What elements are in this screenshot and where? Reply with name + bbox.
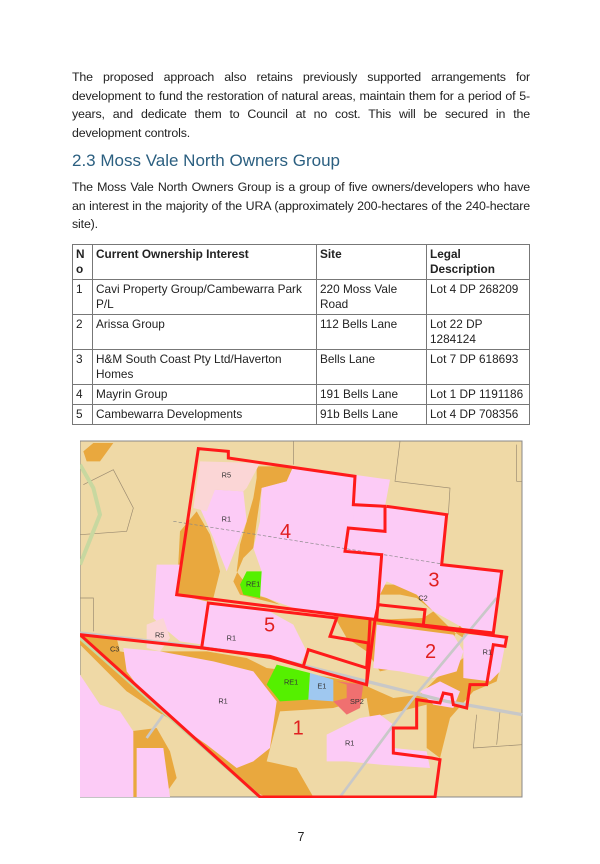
site-label-5: 5: [264, 614, 275, 636]
cell-legal: Lot 7 DP 618693: [426, 348, 530, 385]
zone-label-r1-west: R1: [222, 514, 231, 523]
table-row: 1 Cavi Property Group/Cambewarra Park P/L…: [72, 278, 530, 315]
section-heading: 2.3 Moss Vale North Owners Group: [72, 151, 341, 170]
cell-site: 220 Moss Vale Road: [316, 278, 427, 315]
site-label-4: 4: [280, 521, 291, 543]
cell-ownership: Cambewarra Developments: [92, 403, 317, 425]
zone-label-r5-north: R5: [222, 470, 231, 479]
zone-label-r5-south: R5: [155, 630, 164, 639]
cell-ownership: Cavi Property Group/Cambewarra Park P/L: [92, 278, 317, 315]
recreation-zone-north: [240, 570, 262, 598]
site-3-boundary: [373, 504, 504, 635]
cell-legal: Lot 22 DP 1284124: [426, 313, 530, 350]
zone-label-re1-south: RE1: [284, 677, 298, 686]
cell-no: 4: [72, 383, 93, 405]
zone-label-re1-north: RE1: [246, 579, 260, 588]
table-header-row: No Current Ownership Interest Site Legal…: [72, 243, 530, 280]
cell-site: 91b Bells Lane: [316, 403, 427, 425]
zone-label-c2: C2: [418, 593, 427, 602]
cell-legal: Lot 4 DP 268209: [426, 278, 530, 315]
zone-label-sp2: SP2: [350, 697, 364, 706]
cell-site: Bells Lane: [316, 348, 427, 385]
section-paragraph: The Moss Vale North Owners Group is a gr…: [72, 180, 530, 231]
cell-ownership: Arissa Group: [92, 313, 317, 350]
cell-legal: Lot 4 DP 708356: [426, 403, 530, 425]
header-no: No: [72, 243, 93, 280]
header-site: Site: [316, 243, 427, 280]
zone-label-r1-site5: R1: [227, 633, 236, 642]
special-zone: [333, 680, 364, 715]
site-label-3: 3: [428, 569, 439, 591]
page-number: 7: [297, 829, 305, 844]
zoning-map: R5 R1 RE1 R5 R1 RE1 E1 SP2 R1 R1 R1 C2 C…: [80, 440, 523, 798]
lot-lines: [80, 440, 523, 748]
header-ownership: Current Ownership Interest: [92, 243, 317, 280]
site-2-boundary: [80, 617, 509, 798]
table-row: 5 Cambewarra Developments 91b Bells Lane Lo…: [72, 403, 530, 425]
recreation-zone-south: [266, 664, 310, 701]
zone-label-r1-site1: R1: [218, 696, 227, 705]
zone-label-c3: C3: [110, 644, 119, 653]
employment-zone: [308, 672, 334, 701]
cell-no: 5: [72, 403, 93, 425]
cell-site: 191 Bells Lane: [316, 383, 427, 405]
site-boundaries: [80, 446, 509, 798]
intro-paragraph: The proposed approach also retains previ…: [72, 70, 530, 140]
zone-label-r1-south: R1: [345, 738, 354, 747]
zone-label-e1: E1: [317, 681, 326, 690]
cell-no: 2: [72, 313, 93, 350]
cell-site: 112 Bells Lane: [316, 313, 427, 350]
cell-ownership: H&M South Coast Pty Ltd/Haverton Homes: [92, 348, 317, 385]
site-label-1: 1: [293, 717, 304, 739]
table-row: 4 Mayrin Group 191 Bells Lane Lot 1 DP 1191…: [72, 383, 530, 405]
cell-ownership: Mayrin Group: [92, 383, 317, 405]
cell-no: 1: [72, 278, 93, 315]
ownership-table: No Current Ownership Interest Site Legal…: [72, 243, 530, 425]
header-legal: Legal Description: [426, 243, 530, 280]
zone-label-r1-east: R1: [483, 647, 492, 656]
cell-no: 3: [72, 348, 93, 385]
cell-legal: Lot 1 DP 1191186: [426, 383, 530, 405]
table-row: 3 H&M South Coast Pty Ltd/Haverton Homes B…: [72, 348, 530, 385]
site-label-2: 2: [425, 641, 436, 663]
table-row: 2 Arissa Group 112 Bells Lane Lot 22 DP 128…: [72, 313, 530, 350]
